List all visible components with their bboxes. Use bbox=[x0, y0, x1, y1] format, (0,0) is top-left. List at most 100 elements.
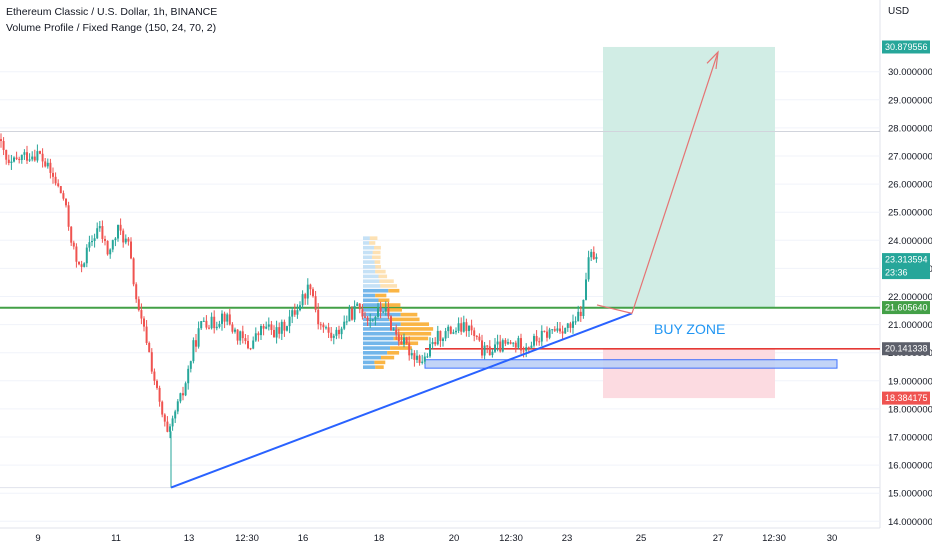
volume-bar-down bbox=[400, 312, 418, 317]
price-tick-label: 26.000000 bbox=[888, 180, 932, 191]
price-label-text: 18.384175 bbox=[885, 393, 928, 403]
candle-body bbox=[171, 418, 174, 427]
candle-body bbox=[447, 326, 450, 332]
candle-body bbox=[288, 316, 291, 327]
candle-body bbox=[353, 305, 356, 320]
candle-body bbox=[23, 152, 26, 155]
candle-body bbox=[54, 176, 57, 184]
volume-bar-down bbox=[375, 293, 387, 298]
candle-body bbox=[202, 320, 205, 322]
candle-body bbox=[327, 327, 330, 333]
candle-body bbox=[418, 355, 421, 363]
candle-body bbox=[226, 314, 229, 322]
candle-body bbox=[179, 393, 182, 402]
candle-body bbox=[579, 311, 582, 317]
buy-zone-rectangle[interactable] bbox=[424, 359, 838, 369]
volume-bar-up bbox=[363, 327, 398, 331]
candle-body bbox=[530, 345, 533, 348]
candle-body bbox=[241, 331, 244, 339]
candle-body bbox=[452, 332, 455, 334]
volume-bar-down bbox=[388, 288, 400, 293]
candle-body bbox=[44, 161, 47, 167]
time-tick-label: 27 bbox=[713, 533, 724, 544]
candle-body bbox=[564, 328, 567, 334]
volume-bar-up bbox=[363, 245, 374, 250]
stop-loss-zone[interactable] bbox=[603, 348, 775, 399]
candle-body bbox=[527, 347, 530, 349]
candle-body bbox=[317, 309, 320, 325]
profit-target-zone[interactable] bbox=[603, 46, 775, 308]
volume-bar-up bbox=[363, 365, 376, 369]
volume-bar-up bbox=[363, 288, 389, 293]
candle-body bbox=[28, 159, 31, 161]
volume-bar-down bbox=[373, 245, 381, 250]
price-tick-label: 15.000000 bbox=[888, 489, 932, 500]
volume-bar-down bbox=[397, 327, 434, 331]
candle-body bbox=[213, 316, 216, 329]
ascending-trendline[interactable] bbox=[170, 312, 633, 489]
volume-bar-up bbox=[363, 308, 385, 312]
volume-bar-up bbox=[363, 241, 370, 245]
price-tick-label: 14.000000 bbox=[888, 517, 932, 528]
candle-body bbox=[306, 284, 309, 299]
candle-body bbox=[559, 328, 561, 332]
price-label-box bbox=[882, 40, 930, 54]
price-tick-label: 27.000000 bbox=[888, 152, 932, 163]
candle-body bbox=[444, 331, 447, 339]
candle-body bbox=[265, 326, 268, 329]
candle-body bbox=[309, 284, 312, 290]
candle-body bbox=[572, 321, 574, 328]
candle-body bbox=[78, 261, 80, 265]
projection-arrow[interactable] bbox=[596, 50, 719, 314]
candle-body bbox=[366, 317, 369, 321]
indicator-title: Volume Profile / Fixed Range (150, 24, 7… bbox=[6, 22, 217, 34]
volume-bar-up bbox=[363, 265, 376, 269]
candle-body bbox=[46, 162, 49, 167]
candle-body bbox=[397, 334, 400, 342]
candle-body bbox=[481, 340, 483, 356]
candle-body bbox=[585, 279, 587, 300]
volume-bar-down bbox=[384, 308, 402, 312]
price-tick-label: 22.000000 bbox=[888, 292, 932, 303]
candle-body bbox=[247, 340, 249, 349]
candle-body bbox=[252, 340, 255, 349]
price-tick-label: 17.000000 bbox=[888, 433, 932, 444]
volume-bar-up bbox=[363, 360, 375, 365]
candle-body bbox=[153, 371, 156, 381]
candle-body bbox=[455, 330, 457, 333]
volume-bar-up bbox=[363, 260, 375, 264]
candle-body bbox=[291, 310, 294, 317]
buy-zone-label: BUY ZONE bbox=[654, 321, 725, 337]
volume-bar-up bbox=[363, 269, 376, 274]
candle-body bbox=[574, 321, 577, 323]
candle-body bbox=[122, 230, 125, 243]
candle-body bbox=[106, 240, 109, 255]
candle-body bbox=[135, 284, 138, 300]
candle-body bbox=[522, 350, 525, 352]
time-tick-label: 30 bbox=[827, 533, 838, 544]
candle-body bbox=[189, 361, 192, 369]
candle-body bbox=[478, 336, 481, 341]
volume-bar-down bbox=[369, 241, 376, 245]
candle-body bbox=[400, 341, 403, 345]
candle-body bbox=[374, 316, 377, 320]
candle-body bbox=[538, 341, 541, 343]
candle-body bbox=[278, 327, 281, 334]
candle-body bbox=[566, 323, 569, 329]
candle-body bbox=[275, 327, 278, 338]
volume-bar-up bbox=[363, 236, 370, 240]
candle-body bbox=[72, 242, 75, 247]
candle-body bbox=[436, 330, 439, 345]
price-label-text: 30.879556 bbox=[885, 42, 928, 52]
candle-body bbox=[293, 310, 296, 315]
price-axis[interactable]: 14.000000 15.000000 16.000000 17.000000 18.0… bbox=[888, 67, 932, 528]
candle-body bbox=[39, 151, 41, 154]
candle-body bbox=[556, 328, 559, 331]
volume-bar-down bbox=[398, 341, 419, 346]
time-axis[interactable]: 9 11 13 12:30 16 18 20 12:30 23 25 27 12:30 30 bbox=[35, 533, 837, 544]
candle-body bbox=[540, 330, 543, 342]
candle-body bbox=[392, 329, 395, 331]
candle-body bbox=[5, 149, 8, 160]
candle-body bbox=[41, 153, 44, 162]
